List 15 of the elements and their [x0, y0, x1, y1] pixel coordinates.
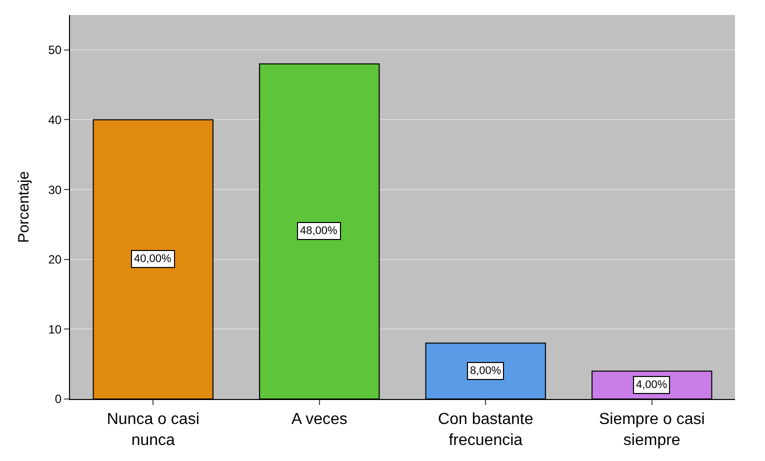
y-tick-label: 20: [48, 252, 62, 267]
y-tick-label: 10: [48, 322, 62, 336]
data-label: 48,00%: [300, 225, 338, 237]
x-tick-label: Nunca o casi nunca: [106, 411, 200, 449]
x-tick-label: Con bastante frecuencia: [438, 411, 534, 449]
y-tick-label: 50: [48, 43, 62, 58]
y-axis-title: Porcentaje: [15, 171, 32, 243]
y-tick-label: 30: [48, 182, 62, 197]
x-tick-label: Siempre o casi siempre: [598, 411, 705, 449]
data-label: 4,00%: [636, 379, 668, 391]
y-tick-label: 40: [48, 112, 62, 127]
y-tick-label: 0: [54, 392, 62, 406]
x-tick-label: A veces: [291, 411, 348, 428]
data-label: 8,00%: [470, 365, 502, 377]
data-label: 40,00%: [134, 253, 172, 265]
